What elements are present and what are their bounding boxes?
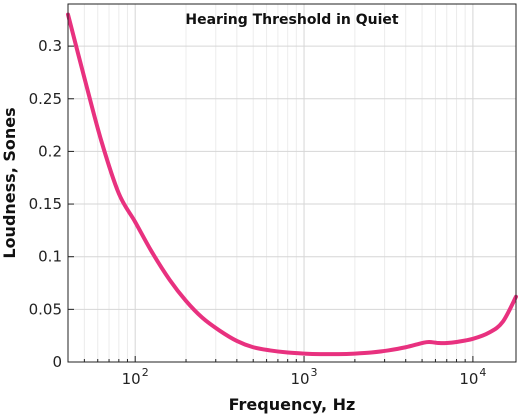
x-tick-label: 10 — [459, 370, 478, 388]
chart-title: Hearing Threshold in Quiet — [185, 12, 399, 28]
y-tick-label: 0.3 — [38, 37, 62, 55]
y-tick-label: 0.2 — [38, 142, 62, 160]
y-tick-label: 0 — [52, 353, 62, 371]
x-tick-label: 10 — [122, 370, 141, 388]
ticks-layer: 00.050.10.150.20.250.310 2 10 3 10 4 — [29, 37, 487, 388]
series-layer — [66, 12, 518, 357]
minor-grid — [67, 4, 466, 362]
plot-background — [68, 4, 516, 362]
y-axis-label: Loudness, Sones — [0, 107, 19, 258]
y-tick-label: 0.25 — [29, 90, 62, 108]
x-tick-label-exponent: 4 — [479, 366, 486, 379]
x-tick-label-exponent: 2 — [142, 366, 149, 379]
y-tick-label: 0.05 — [29, 300, 62, 318]
x-axis-label: Frequency, Hz — [229, 395, 356, 414]
y-tick-label: 0.1 — [38, 248, 62, 266]
x-tick-label-exponent: 3 — [311, 366, 318, 379]
x-tick-label: 10 — [290, 370, 309, 388]
plot-frame — [67, 3, 517, 363]
series-line — [66, 12, 518, 357]
y-tick-label: 0.15 — [29, 195, 62, 213]
